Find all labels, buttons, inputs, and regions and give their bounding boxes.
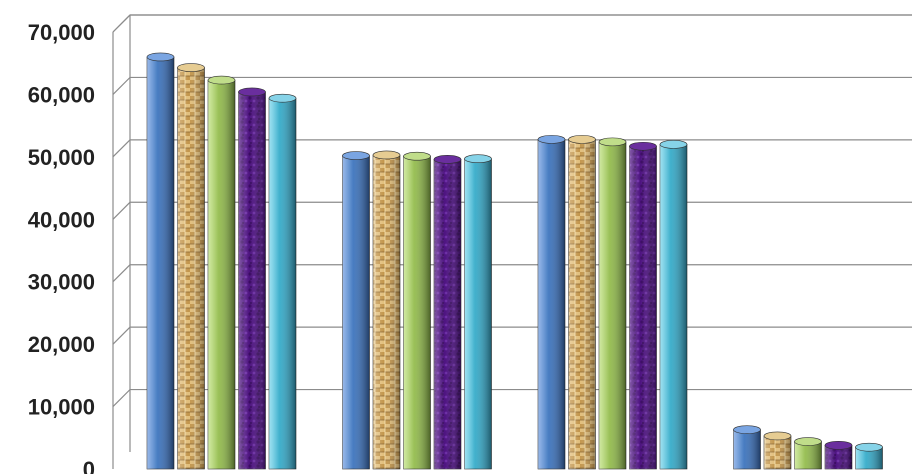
y-tick-label: 60,000 bbox=[28, 82, 95, 107]
bar bbox=[598, 137, 627, 470]
bar bbox=[537, 135, 566, 470]
bar bbox=[207, 75, 236, 470]
y-tick-label: 70,000 bbox=[28, 20, 95, 45]
bar bbox=[855, 442, 883, 470]
bar bbox=[403, 151, 431, 470]
bar bbox=[146, 52, 175, 470]
bar bbox=[733, 425, 761, 470]
y-tick-label: 10,000 bbox=[28, 395, 95, 420]
bar bbox=[433, 155, 462, 470]
gridline bbox=[112, 14, 912, 33]
bar bbox=[372, 150, 401, 470]
y-tick-label: 0 bbox=[83, 457, 95, 474]
bar bbox=[824, 440, 853, 470]
bar bbox=[763, 431, 792, 470]
y-tick-label: 40,000 bbox=[28, 207, 95, 232]
y-tick-label: 20,000 bbox=[28, 332, 95, 357]
gridline bbox=[112, 139, 912, 158]
y-tick-label: 30,000 bbox=[28, 270, 95, 295]
bar bbox=[794, 437, 822, 470]
y-tick-label: 50,000 bbox=[28, 145, 95, 170]
bar bbox=[238, 87, 266, 470]
bar bbox=[177, 63, 205, 470]
bar bbox=[568, 135, 596, 470]
bar bbox=[342, 151, 370, 470]
bar bbox=[268, 93, 297, 470]
bar bbox=[659, 140, 688, 470]
gridline bbox=[112, 76, 912, 95]
bar bbox=[629, 141, 657, 470]
bar bbox=[464, 154, 492, 470]
